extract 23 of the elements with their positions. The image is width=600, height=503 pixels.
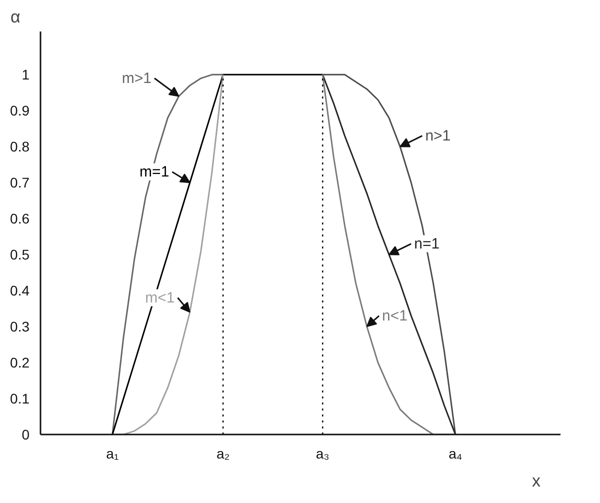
series-label: m<1 <box>145 289 175 306</box>
series-label: n<1 <box>382 307 408 324</box>
y-tick-label: 0.5 <box>10 246 30 263</box>
y-tick-label: 0.2 <box>10 354 30 371</box>
series-label: m>1 <box>122 70 152 87</box>
y-tick-label: 0.4 <box>10 282 30 299</box>
y-tick-label: 0.7 <box>10 174 30 191</box>
x-tick-label: a₄ <box>448 446 462 462</box>
y-tick-label: 1 <box>22 66 30 83</box>
y-tick-label: 0.8 <box>10 138 30 155</box>
y-tick-label: 0.6 <box>10 210 30 227</box>
x-tick-label: a₃ <box>316 446 330 462</box>
x-tick-label: a₁ <box>106 446 119 462</box>
y-tick-label: 0.1 <box>10 390 30 407</box>
y-axis-title: α <box>10 8 20 26</box>
x-axis-title: x <box>532 472 541 490</box>
series-label: n=1 <box>414 235 440 252</box>
series-label: m=1 <box>140 163 170 180</box>
y-tick-label: 0 <box>22 426 30 442</box>
x-tick-label: a₂ <box>216 446 230 462</box>
y-tick-label: 0.9 <box>10 102 30 119</box>
y-tick-label: 0.3 <box>10 318 30 335</box>
series-label: n>1 <box>425 127 451 144</box>
